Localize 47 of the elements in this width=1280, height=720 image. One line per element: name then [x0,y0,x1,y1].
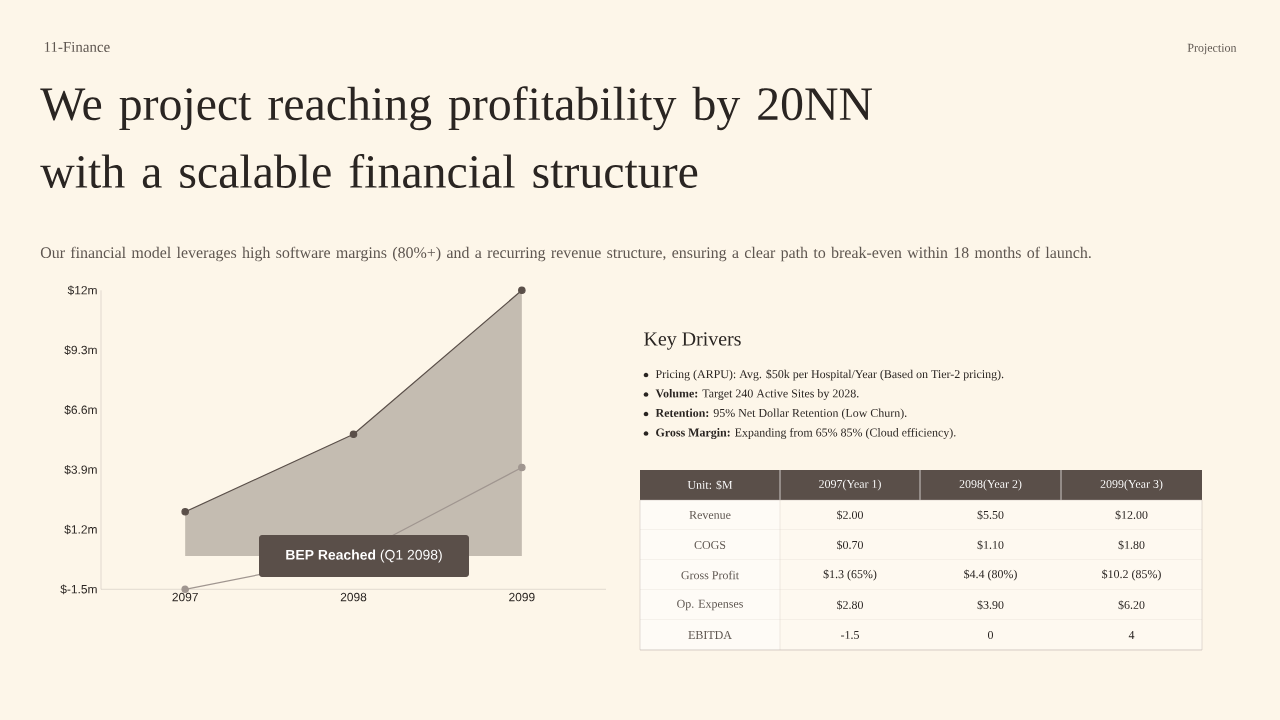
text: $10.2 (85%) [1102,569,1161,581]
category-label: 2098(Year 2) [959,479,1022,491]
text: Gross Margin: Expanding from 65% 85% (Cloud efficiency). [656,427,956,440]
y-tick-label: $12m [67,285,97,296]
text: $0.70 [837,540,863,550]
point [181,508,189,516]
y-tick-label: $6.6m [64,405,97,415]
y-tick-label: $-1.5m [60,584,97,595]
y-tick-label: $3.9m [64,464,97,475]
point [518,286,526,295]
text: Unit: $M [687,480,733,490]
annotation: BEP Reached (Q1 2098) [286,549,442,563]
text: $1.3 (65%) [823,569,877,581]
text: $1.80 [1118,540,1145,550]
category-label: 2099(Year 3) [1100,479,1163,491]
text: Pricing (ARPU): Avg. $50k per Hospital/Year (Based on Tier-2 pricing). [655,369,1004,381]
category-label: Revenue [689,511,731,519]
category-label: COGS [694,540,726,549]
category-label: Gross Profit [681,570,739,580]
text: $3.90 [977,600,1004,610]
text: $2.00 [837,510,863,520]
text: Retention: 95% Net Dollar Retention (Low Churn). [655,408,907,420]
text: -1.5 [840,630,859,640]
point [518,463,526,472]
category-label: 2097(Year 1) [819,479,881,491]
text: Volume: Target 240 Active Sites by 2028. [655,389,859,400]
x-tick-label: 2098 [340,592,367,602]
text: $6.20 [1118,600,1145,610]
y-tick-label: $9.3m [64,345,97,355]
category-label: Op. Expenses [677,599,743,611]
text: $2.80 [837,600,863,610]
text: 0 [987,630,994,640]
text: $4.4 (80%) [964,569,1017,581]
y-tick-label: $1.2m [64,524,97,535]
chart-title: We project reaching profitability by 20NN with a scalable financial structure [40,86,872,189]
point [349,430,358,439]
text: 11-Finance [44,41,110,52]
text: $12.00 [1115,510,1148,520]
x-tick-label: 2099 [509,592,535,602]
x-tick-label: 2097 [172,592,198,602]
category-label: EBITDA [688,631,732,639]
text: Key Drivers [644,332,741,350]
text: $5.50 [977,510,1004,520]
chart-subtitle: Our financial model leverages high software margins (80%+) and a recurring revenue structure, ensuring a clear path to break-even within 18 months of launch. [40,246,1091,262]
text: Projection [1187,43,1237,55]
text: 4 [1128,631,1135,639]
text: $1.10 [977,540,1004,550]
